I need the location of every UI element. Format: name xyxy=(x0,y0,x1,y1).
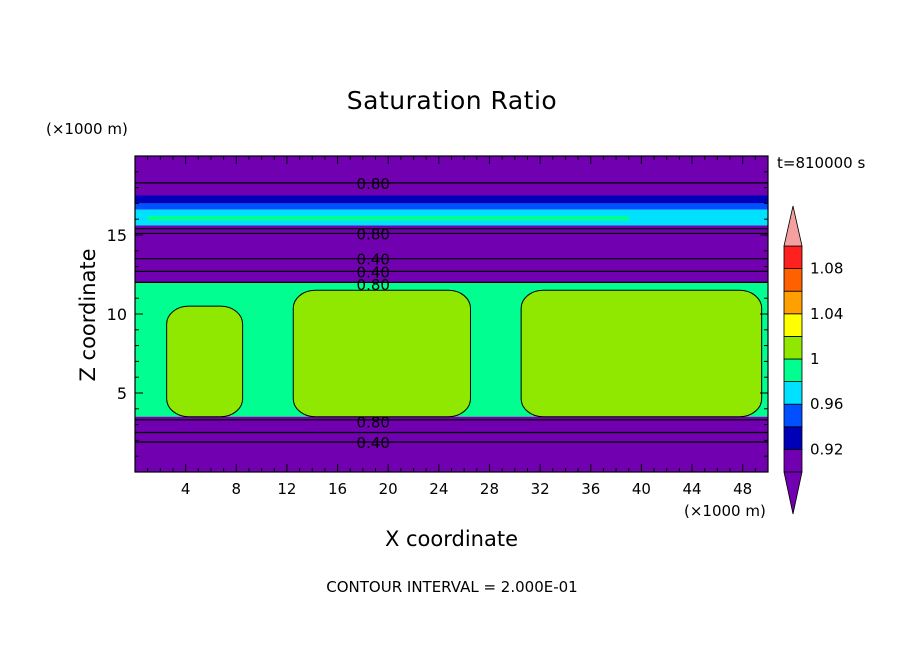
region-band-1 xyxy=(135,195,768,204)
colorbar-segment-8 xyxy=(783,268,803,292)
contour-label-5: 0.80 xyxy=(357,413,390,431)
upper-layer-streak xyxy=(147,216,629,221)
colorbar-segment-1 xyxy=(783,426,803,450)
colorbar-tick-label-3: 1.04 xyxy=(810,305,843,323)
x-tick-label-10: 44 xyxy=(682,480,701,498)
colorbar-tick-label-2: 1 xyxy=(810,350,820,368)
contour-label-0: 0.80 xyxy=(357,175,390,193)
colorbar-over-arrow xyxy=(783,205,803,247)
region-band-2 xyxy=(135,203,768,210)
x-tick-label-7: 32 xyxy=(531,480,550,498)
colorbar-under-arrow xyxy=(783,471,803,515)
colorbar-segment-6 xyxy=(783,313,803,337)
colorbar-segment-0 xyxy=(783,448,803,473)
colorbar-segment-3 xyxy=(783,381,803,405)
contour-label-1: 0.80 xyxy=(357,225,390,243)
colorbar-segment-5 xyxy=(783,335,803,360)
x-tick-label-6: 28 xyxy=(480,480,499,498)
y-tick-label-1: 10 xyxy=(107,305,127,324)
region-band-0 xyxy=(135,156,768,196)
time-label: t=810000 s xyxy=(777,154,866,172)
colorbar-segment-7 xyxy=(783,290,803,315)
x-tick-label-1: 8 xyxy=(232,480,242,498)
y-tick-label-0: 5 xyxy=(117,384,127,403)
x-tick-label-9: 40 xyxy=(632,480,651,498)
x-tick-label-2: 12 xyxy=(277,480,296,498)
region-band-6 xyxy=(135,416,768,472)
colorbar-segment-9 xyxy=(783,245,803,270)
colorbar-tick-label-0: 0.92 xyxy=(810,440,843,458)
contour-label-4: 0.80 xyxy=(357,276,390,294)
contour-label-3: 0.40 xyxy=(357,263,390,281)
x-tick-label-8: 36 xyxy=(581,480,600,498)
colorbar-segment-2 xyxy=(783,403,803,428)
x-tick-label-5: 24 xyxy=(429,480,448,498)
x-axis-label: X coordinate xyxy=(384,527,519,551)
chart-title: Saturation Ratio xyxy=(346,86,558,115)
supersaturated-cell-0 xyxy=(166,305,244,418)
x-tick-label-3: 16 xyxy=(328,480,347,498)
contour-label-2: 0.40 xyxy=(357,251,390,269)
x-tick-label-0: 4 xyxy=(181,480,191,498)
x-tick-label-4: 20 xyxy=(379,480,398,498)
contour-interval-label: CONTOUR INTERVAL = 2.000E-01 xyxy=(326,578,578,596)
colorbar-segment-4 xyxy=(783,358,803,383)
supersaturated-cell-1 xyxy=(292,289,471,418)
colorbar-tick-label-4: 1.08 xyxy=(810,260,843,278)
x-axis-unit: (×1000 m) xyxy=(684,502,766,520)
supersaturated-cell-2 xyxy=(520,289,763,418)
region-band-4 xyxy=(135,225,768,283)
contour-label-6: 0.40 xyxy=(357,434,390,452)
colorbar-tick-label-1: 0.96 xyxy=(810,395,843,413)
y-tick-label-2: 15 xyxy=(107,226,127,245)
y-axis-unit: (×1000 m) xyxy=(46,120,128,138)
x-tick-label-11: 48 xyxy=(733,480,752,498)
